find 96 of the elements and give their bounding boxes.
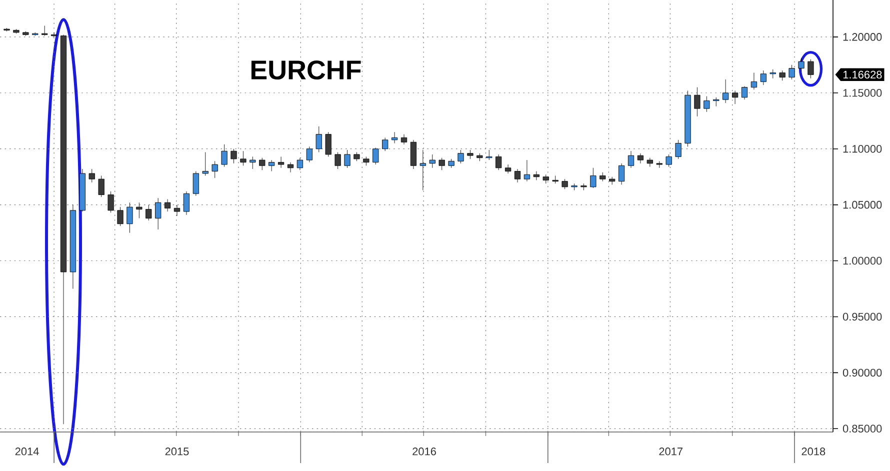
candlestick — [750, 72, 758, 90]
candlestick — [722, 79, 729, 104]
candlestick — [391, 132, 398, 144]
candlestick — [704, 96, 710, 112]
candlestick — [438, 158, 445, 170]
candlestick — [155, 198, 162, 230]
candlestick — [240, 150, 246, 166]
candlestick — [600, 172, 606, 182]
y-tick-label: 0.95000 — [842, 312, 882, 321]
candlestick — [609, 176, 616, 185]
candlestick — [486, 150, 492, 160]
candlestick — [50, 32, 58, 38]
candlestick — [296, 158, 304, 170]
candlestick — [363, 156, 370, 166]
candlestick — [467, 150, 474, 160]
candlestick — [514, 168, 521, 183]
candlestick — [646, 158, 653, 167]
candlestick — [108, 191, 114, 213]
candlestick — [684, 90, 691, 147]
candlestick — [420, 150, 426, 190]
y-tick-label: 0.90000 — [842, 368, 882, 377]
y-tick-label: 1.20000 — [843, 33, 882, 41]
text: 1.16628 — [843, 70, 882, 79]
candlestick — [552, 175, 558, 184]
x-tick-label: 2015 — [165, 448, 189, 456]
candlestick — [221, 144, 228, 167]
x-tick-label: 2018 — [802, 448, 826, 456]
candlestick — [458, 150, 464, 164]
candlestick — [22, 31, 29, 36]
x-tick-label: 2014 — [15, 448, 39, 456]
candlestick — [713, 97, 720, 107]
candlestick — [259, 158, 266, 170]
candlestick — [4, 28, 10, 32]
candlestick — [779, 70, 786, 81]
candlestick — [32, 32, 38, 36]
candlestick — [164, 198, 171, 212]
candlestick — [562, 178, 568, 190]
candlestick — [429, 154, 436, 168]
candlestick — [808, 59, 814, 79]
candlestick — [618, 163, 625, 185]
candlestick — [628, 150, 634, 168]
candlestick — [496, 154, 502, 170]
candlestick — [278, 156, 284, 168]
candlestick — [741, 86, 748, 100]
candlestick — [354, 152, 360, 162]
candlestick — [410, 140, 417, 170]
candlestick — [60, 34, 67, 424]
x-tick-label: 2017 — [659, 448, 683, 456]
candlestick — [798, 58, 804, 72]
candlestick — [344, 150, 350, 168]
candlestick — [334, 152, 341, 170]
candlestick — [476, 153, 483, 162]
candlestick — [372, 148, 379, 165]
candlestick — [136, 202, 142, 218]
candlestick — [590, 168, 596, 188]
y-tick-label: 1.10000 — [843, 144, 882, 153]
candlestick — [382, 137, 388, 152]
candlestick — [533, 171, 540, 180]
x-tick-label: 2016 — [412, 448, 436, 456]
text: EURCHF — [251, 60, 361, 80]
candlestick — [79, 168, 86, 212]
candlestick — [580, 183, 587, 190]
candlestick — [183, 191, 190, 216]
candlestick — [306, 146, 312, 162]
candlestick — [70, 204, 76, 289]
y-tick-label: 1.15000 — [843, 89, 882, 97]
candlestick — [287, 162, 294, 173]
candlestick — [400, 134, 408, 145]
candlestick — [542, 174, 549, 184]
candlestick — [504, 164, 512, 174]
candlestick — [448, 158, 454, 168]
candlestick — [656, 160, 662, 168]
candlestick — [268, 160, 275, 172]
candlestick — [666, 154, 672, 167]
candlestick — [42, 26, 48, 36]
candlestick — [675, 140, 682, 160]
candlestick — [732, 90, 738, 104]
candlestick — [98, 175, 104, 198]
y-tick-label: 0.85000 — [842, 424, 882, 433]
candlestick — [212, 160, 218, 178]
candlestick — [146, 204, 152, 221]
candlestick — [770, 69, 776, 79]
candlestick — [694, 87, 700, 117]
candlestick — [250, 156, 256, 170]
candlestick — [174, 204, 180, 216]
candlestick — [637, 153, 644, 164]
candlestick — [126, 202, 133, 234]
candlestick — [788, 64, 795, 80]
candlestick — [192, 171, 199, 196]
y-tick-label: 1.00000 — [843, 256, 882, 265]
candlestick — [230, 148, 237, 164]
candlestick — [524, 160, 530, 182]
y-tick-label: 1.05000 — [843, 200, 882, 209]
candlestick — [316, 126, 322, 152]
candlestick — [760, 70, 766, 86]
candlestick — [88, 168, 95, 183]
